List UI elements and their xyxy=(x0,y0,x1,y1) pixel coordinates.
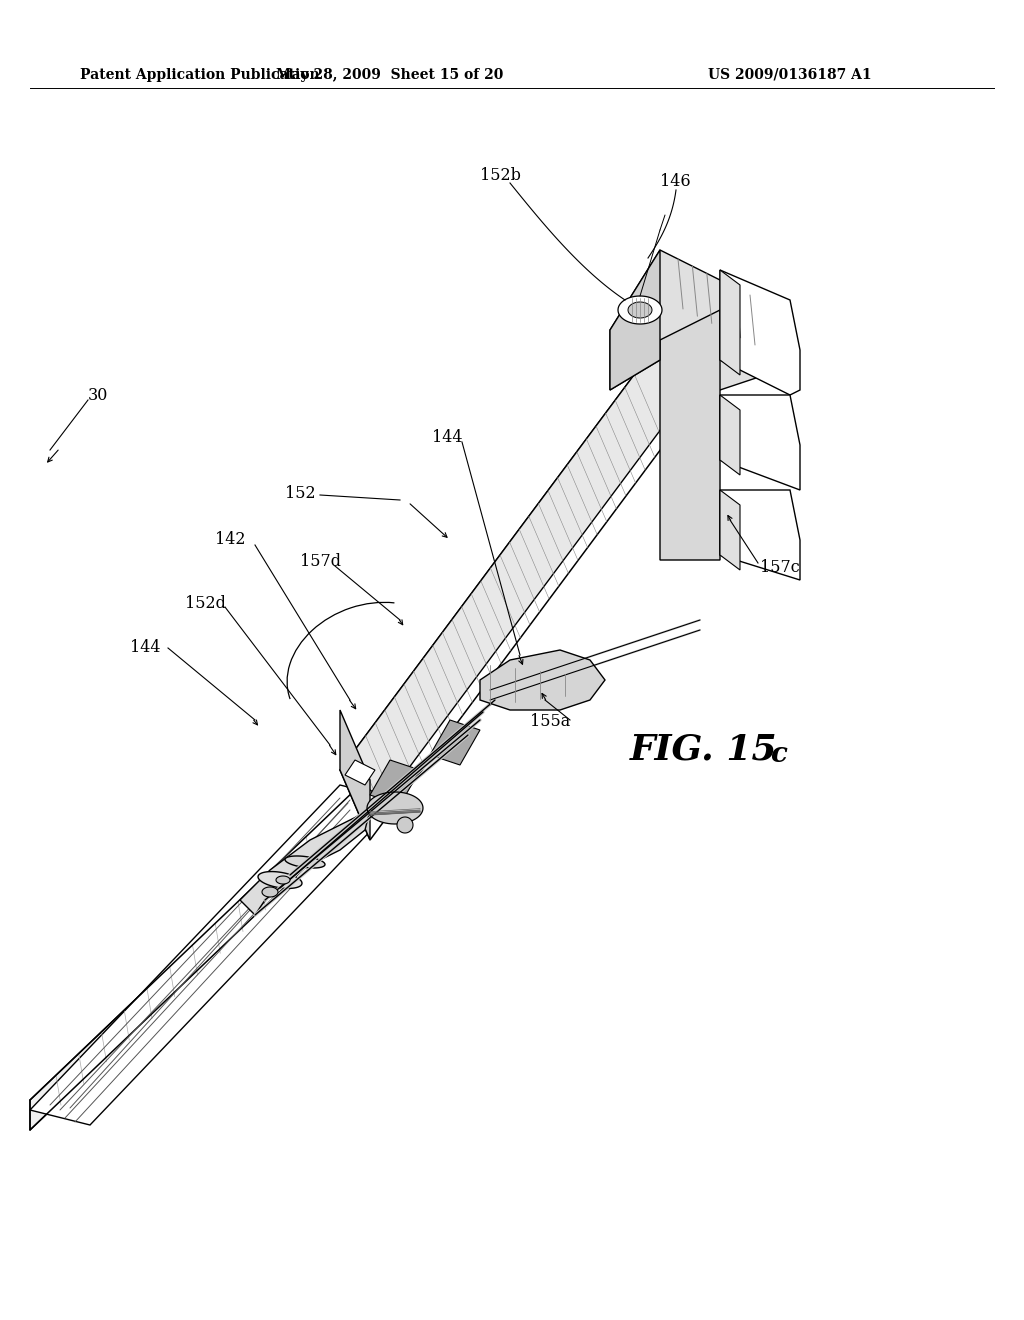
Polygon shape xyxy=(720,271,740,375)
Text: 144: 144 xyxy=(130,639,161,656)
Polygon shape xyxy=(240,810,370,915)
Text: 30: 30 xyxy=(88,387,109,404)
Polygon shape xyxy=(262,887,278,898)
Text: 152b: 152b xyxy=(480,166,521,183)
Text: May 28, 2009  Sheet 15 of 20: May 28, 2009 Sheet 15 of 20 xyxy=(276,69,504,82)
Polygon shape xyxy=(367,792,423,824)
Text: Patent Application Publication: Patent Application Publication xyxy=(80,69,319,82)
Polygon shape xyxy=(397,817,413,833)
Polygon shape xyxy=(720,395,740,475)
Polygon shape xyxy=(720,490,740,570)
Text: 152: 152 xyxy=(285,484,315,502)
Polygon shape xyxy=(340,710,370,840)
Polygon shape xyxy=(618,296,662,323)
Text: c: c xyxy=(770,741,786,768)
Polygon shape xyxy=(285,855,325,869)
Text: 155a: 155a xyxy=(530,714,570,730)
Polygon shape xyxy=(480,649,605,710)
Polygon shape xyxy=(628,302,652,318)
Polygon shape xyxy=(345,760,375,785)
Polygon shape xyxy=(610,249,780,389)
Text: 157c: 157c xyxy=(760,560,800,577)
Text: FIG. 15: FIG. 15 xyxy=(630,733,777,767)
Polygon shape xyxy=(340,341,705,800)
Polygon shape xyxy=(276,876,290,884)
Text: US 2009/0136187 A1: US 2009/0136187 A1 xyxy=(709,69,871,82)
Polygon shape xyxy=(660,310,720,560)
Polygon shape xyxy=(720,490,800,579)
Polygon shape xyxy=(720,271,800,395)
Polygon shape xyxy=(258,871,302,888)
Text: 146: 146 xyxy=(660,173,690,190)
Polygon shape xyxy=(610,249,660,389)
Text: 144: 144 xyxy=(432,429,463,446)
Text: 157d: 157d xyxy=(300,553,341,570)
Polygon shape xyxy=(430,719,480,766)
Text: 142: 142 xyxy=(215,532,246,549)
Polygon shape xyxy=(30,789,355,1130)
Polygon shape xyxy=(30,785,400,1125)
Polygon shape xyxy=(340,341,690,840)
Polygon shape xyxy=(720,395,800,490)
Polygon shape xyxy=(370,760,420,805)
Text: 152d: 152d xyxy=(185,594,226,611)
